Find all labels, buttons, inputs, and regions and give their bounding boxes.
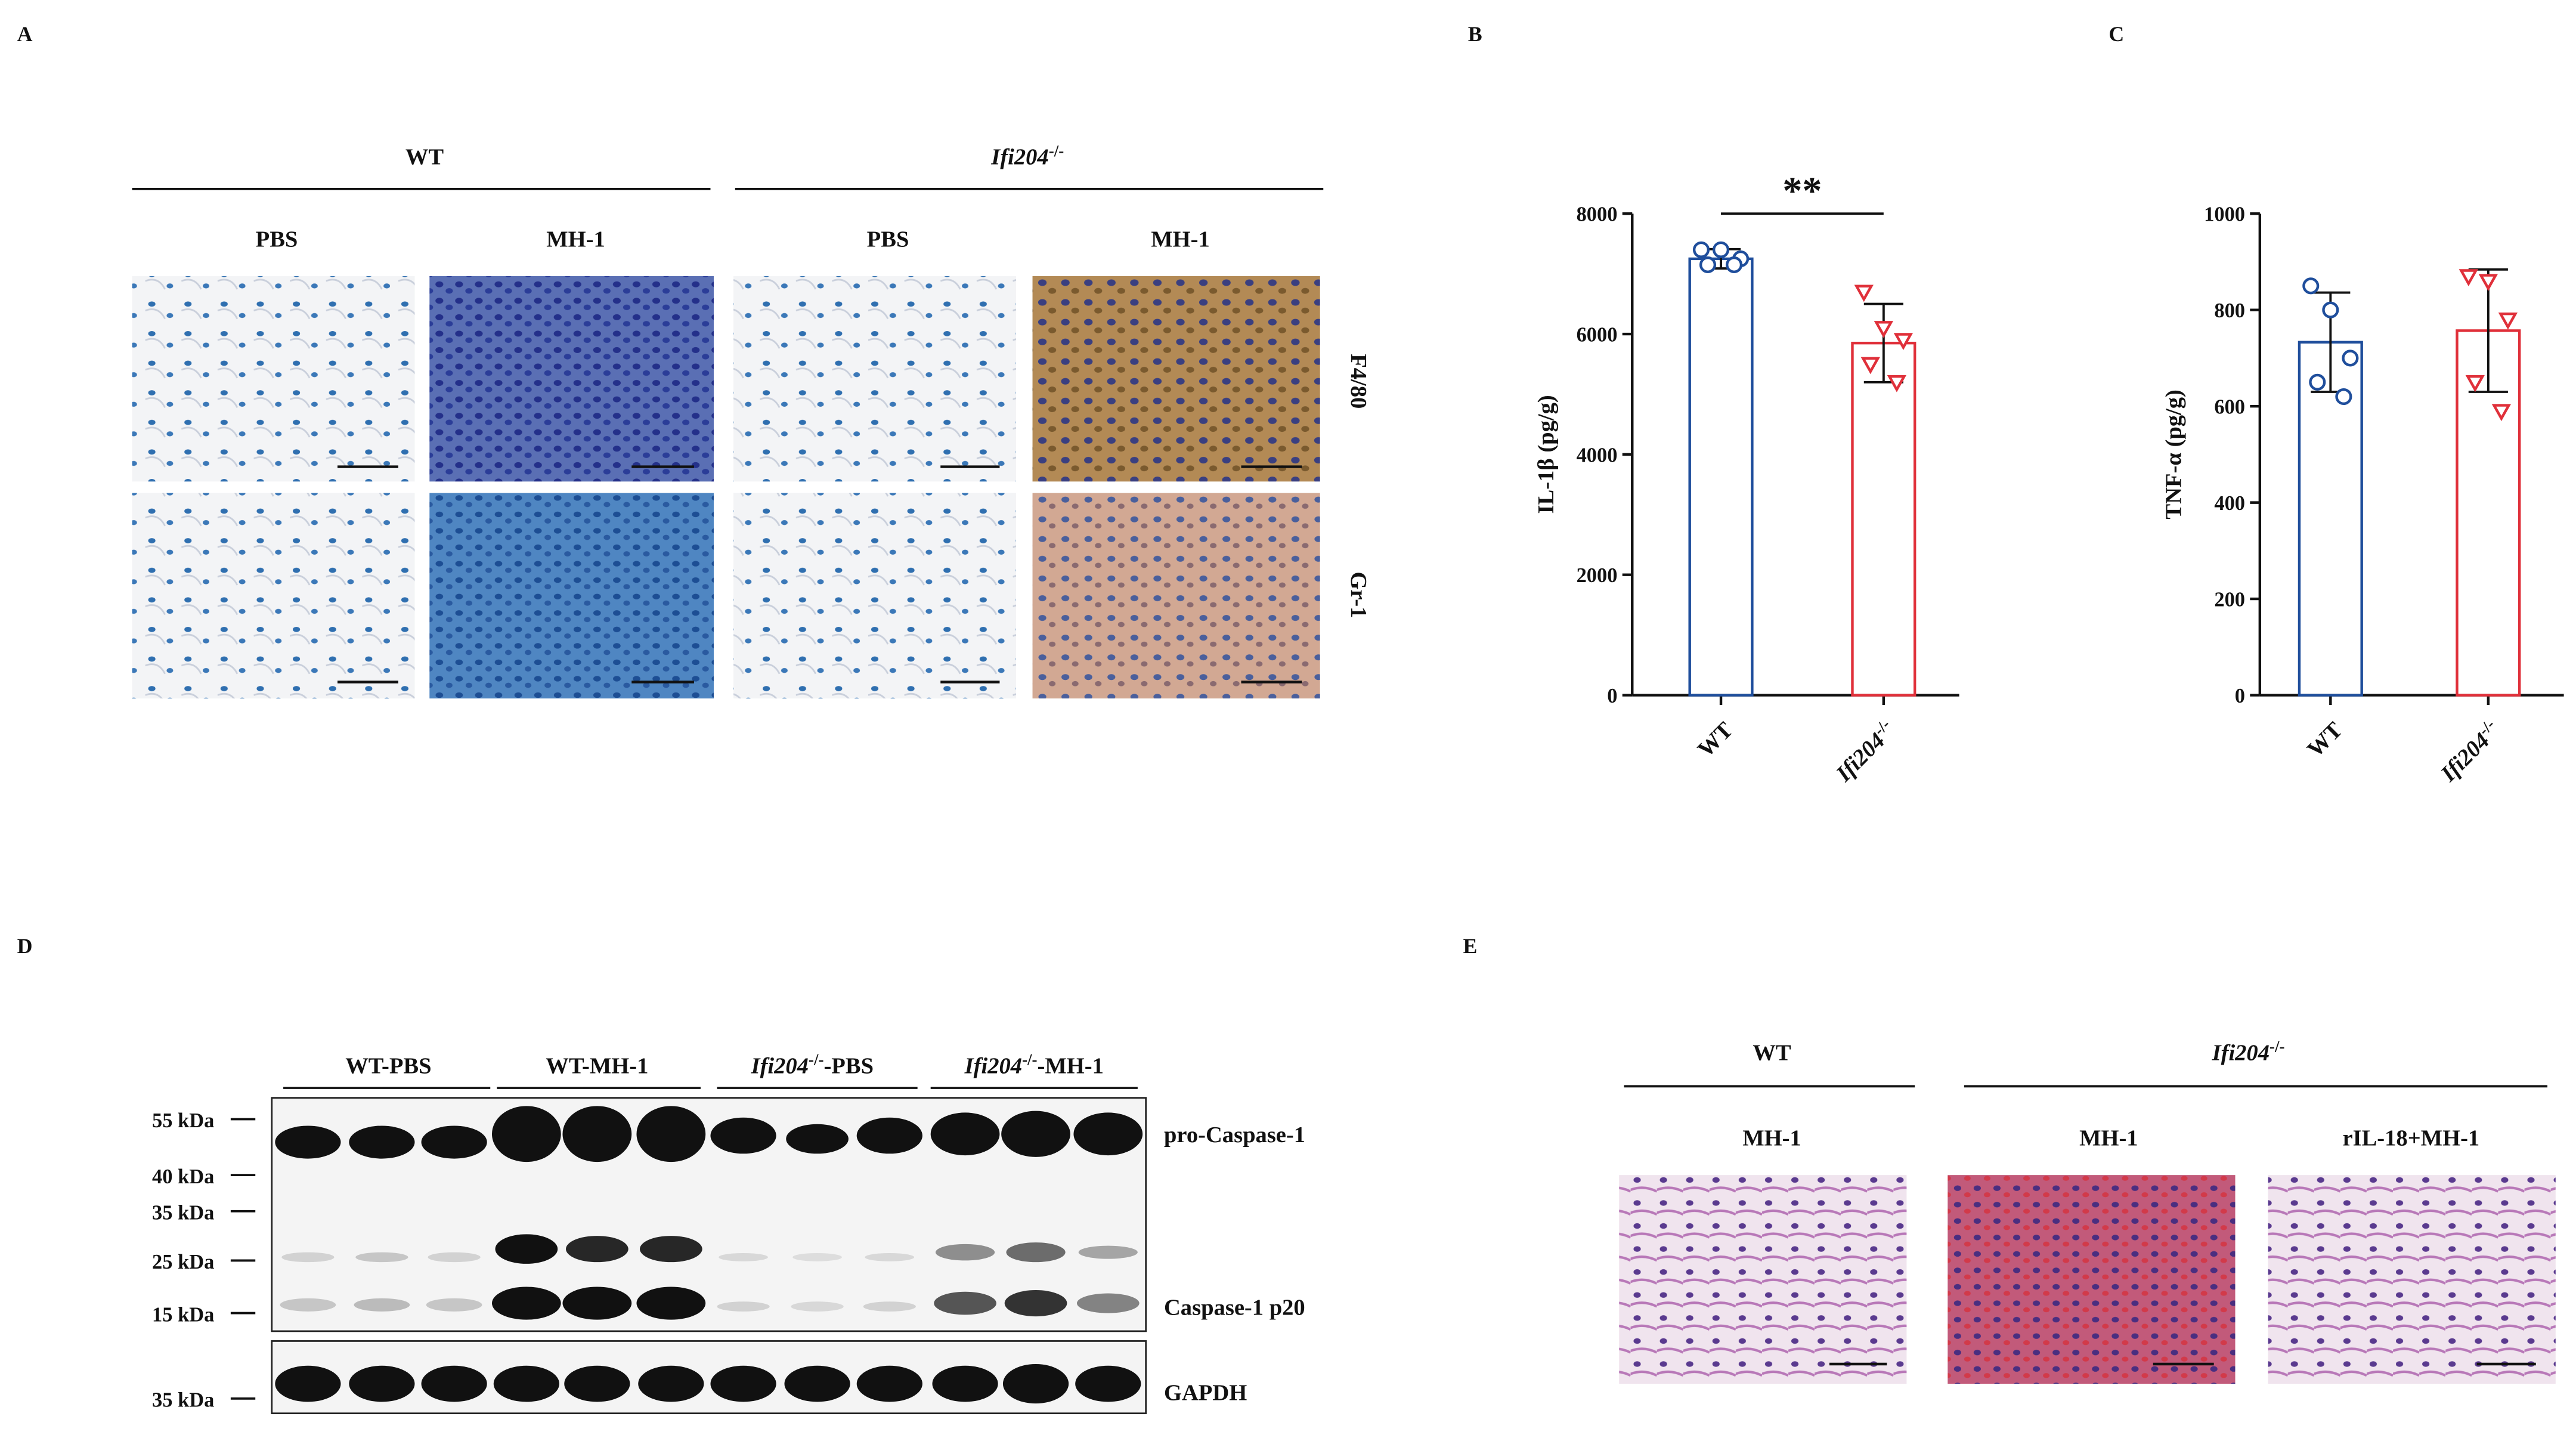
x-tick-label: WT (2303, 718, 2348, 762)
y-tick-label: 600 (2214, 396, 2245, 419)
scale-bars (337, 465, 1302, 684)
lane-label: WT-MH-1 (546, 1053, 648, 1078)
bar (1688, 257, 1754, 697)
data-point (2302, 277, 2320, 295)
y-tick-label: 0 (1607, 685, 1617, 707)
data-point (1854, 284, 1874, 302)
panel-label: D (17, 934, 33, 958)
condition-label: PBS (867, 227, 909, 252)
data-point (2478, 274, 2498, 292)
micrographs (132, 276, 1320, 699)
data-point (2465, 375, 2485, 392)
micrographs (1619, 1175, 2556, 1384)
data-point (1893, 333, 1914, 351)
stain-label: F4/80 (1346, 354, 1371, 409)
micrograph (1619, 1175, 1907, 1384)
y-tick-label: 8000 (1577, 203, 1618, 226)
micrograph (132, 493, 415, 699)
significance-label: ** (1782, 169, 1822, 213)
blot (271, 1097, 1147, 1332)
y-tick-label: 2000 (1577, 564, 1618, 587)
lane-label: Ifi204-/--PBS (751, 1051, 874, 1079)
micrograph (733, 493, 1016, 699)
band-label: Caspase-1 p20 (1164, 1295, 1305, 1320)
marker-label: 35 kDa (152, 1202, 214, 1224)
condition-label: MH-1 (1742, 1126, 1801, 1151)
marker-label: 40 kDa (152, 1165, 214, 1188)
micrograph (1032, 493, 1320, 699)
data-point (1860, 357, 1880, 375)
marker-label: 25 kDa (152, 1251, 214, 1273)
y-axis-label: IL-1β (pg/g) (1534, 395, 1559, 514)
micrograph (132, 276, 415, 482)
band-label: pro-Caspase-1 (1164, 1122, 1305, 1148)
x-tick-label: Ifi204-/- (2433, 715, 2505, 787)
micrograph (733, 276, 1016, 482)
bar (2298, 341, 2363, 697)
data-point (1699, 256, 1717, 274)
micrograph (1948, 1175, 2236, 1384)
data-point (2335, 388, 2352, 406)
data-point (2498, 312, 2518, 330)
marker-dashes (230, 1118, 256, 1400)
condition-label: PBS (256, 227, 298, 252)
y-tick-label: 1000 (2204, 203, 2245, 226)
group-label: WT (405, 145, 444, 170)
y-tick-label: 200 (2214, 588, 2245, 611)
data-point (2459, 269, 2478, 287)
panel-label: B (1468, 22, 1482, 46)
marker-label: 15 kDa (152, 1303, 214, 1326)
marker-label: 55 kDa (152, 1109, 214, 1132)
group-label: Ifi204-/- (990, 142, 1064, 170)
panel-label: E (1463, 934, 1477, 958)
group-label: WT (1753, 1040, 1791, 1065)
y-tick-label: 800 (2214, 299, 2245, 322)
micrograph (2268, 1175, 2556, 1384)
stain-label: Gr-1 (1346, 572, 1371, 619)
y-tick-label: 400 (2214, 492, 2245, 515)
micrograph (429, 493, 714, 699)
panel-label: C (2109, 22, 2124, 46)
micrograph (1032, 276, 1320, 482)
data-point (1713, 241, 1730, 258)
panel-label: A (17, 22, 33, 46)
y-axis-label: TNF-α (pg/g) (2162, 389, 2187, 519)
data-point (1887, 375, 1907, 392)
y-tick-label: 6000 (1577, 323, 1618, 346)
blot-bands (275, 1106, 1143, 1404)
condition-label: rIL-18+MH-1 (2342, 1126, 2479, 1151)
micrograph (429, 276, 714, 482)
x-tick-label: WT (1693, 718, 1738, 762)
data-point (2491, 404, 2512, 422)
blot (271, 1340, 1147, 1415)
bar (1851, 341, 1916, 697)
lane-label: WT-PBS (345, 1053, 431, 1078)
condition-label: MH-1 (1151, 227, 1210, 252)
x-tick-label: Ifi204-/- (1829, 715, 1900, 787)
y-tick-label: 4000 (1577, 444, 1618, 466)
y-tick-label: 0 (2235, 685, 2245, 707)
data-point (2342, 350, 2359, 367)
lane-label: Ifi204-/--MH-1 (964, 1051, 1104, 1079)
condition-label: MH-1 (546, 227, 605, 252)
data-point (2322, 301, 2339, 318)
group-label: Ifi204-/- (2212, 1037, 2285, 1065)
data-point (1874, 321, 1894, 338)
data-point (2309, 373, 2326, 391)
band-label: GAPDH (1164, 1381, 1247, 1406)
data-point (1692, 241, 1710, 258)
condition-label: MH-1 (2079, 1126, 2138, 1151)
data-point (1726, 256, 1743, 274)
marker-label: 35 kDa (152, 1389, 214, 1412)
